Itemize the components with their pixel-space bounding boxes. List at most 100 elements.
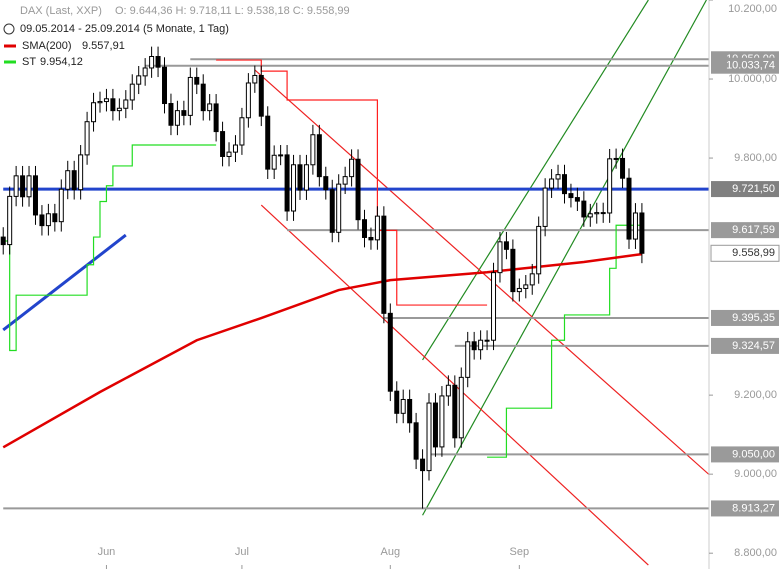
candle-body xyxy=(439,395,445,448)
y-tick-label: 9.800,00 xyxy=(734,152,777,164)
candle-body xyxy=(316,134,322,178)
candle-body xyxy=(181,110,187,116)
candle-body xyxy=(407,398,413,424)
level-label: 10.033,74 xyxy=(726,60,775,72)
level-label: 9.395,35 xyxy=(732,312,775,324)
candle-body xyxy=(284,154,290,212)
candle-body xyxy=(297,164,303,191)
candle-body xyxy=(168,103,174,126)
candle-body xyxy=(265,115,271,170)
candle-body xyxy=(387,312,393,392)
level-box xyxy=(711,181,779,198)
level-box xyxy=(711,500,779,517)
candle-body xyxy=(245,82,251,119)
candle-body xyxy=(594,212,600,215)
header: DAX (Last, XXP) O: 9.644,36 H: 9.718,11 … xyxy=(3,5,350,68)
candle-body xyxy=(587,213,593,218)
candle-body xyxy=(497,241,503,274)
candle-body xyxy=(452,384,458,439)
candle-body xyxy=(426,402,432,472)
candle-body xyxy=(32,175,38,216)
quote: O: 9.644,36 H: 9.718,11 L: 9.538,18 C: 9… xyxy=(115,5,350,17)
candle-body xyxy=(574,197,580,202)
legend-value: 9.557,91 xyxy=(82,40,125,52)
legend-value: 9.954,12 xyxy=(40,56,83,68)
candle-body xyxy=(136,75,142,85)
candle-body xyxy=(639,212,645,254)
candle-body xyxy=(162,66,168,105)
subtitle: 09.05.2014 - 25.09.2014 (5 Monate, 1 Tag… xyxy=(20,23,229,35)
candle-body xyxy=(45,213,51,227)
candle-body xyxy=(600,212,606,215)
candle-body xyxy=(13,175,19,197)
level-label: 9.721,50 xyxy=(732,183,775,195)
candle-body xyxy=(174,110,180,126)
candle-body xyxy=(523,284,529,289)
candle-body xyxy=(581,200,587,218)
candle-body xyxy=(232,144,238,153)
candle-body xyxy=(400,398,406,414)
candle-body xyxy=(149,56,155,69)
supertrend-down-line xyxy=(216,59,488,306)
level-box xyxy=(711,309,779,326)
candle-body xyxy=(142,67,148,77)
candle-body xyxy=(91,102,97,123)
candle-body xyxy=(220,131,226,157)
candle-body xyxy=(613,157,619,160)
candle-body xyxy=(71,170,77,191)
clock-icon xyxy=(3,23,15,35)
candle-body xyxy=(303,164,309,191)
candle-body xyxy=(394,390,400,414)
candle-body xyxy=(374,215,380,241)
candle-body xyxy=(200,83,206,112)
candle-body xyxy=(0,236,6,246)
candle-body xyxy=(291,164,297,212)
trend-line xyxy=(254,69,709,476)
candle-body xyxy=(491,272,497,341)
candle-body xyxy=(97,101,103,104)
x-tick-label: Aug xyxy=(381,546,401,558)
candle-body xyxy=(258,74,264,117)
level-label: 9.050,00 xyxy=(732,448,775,460)
candle-body xyxy=(78,154,84,191)
candle-body xyxy=(632,212,638,240)
legend-label: SMA(200) xyxy=(22,40,72,52)
candle-body xyxy=(620,157,626,179)
candle-body xyxy=(471,341,477,351)
candle-body xyxy=(503,241,509,250)
candle-body xyxy=(39,214,45,227)
candle-body xyxy=(510,248,516,293)
candle-body xyxy=(420,458,426,472)
candle-body xyxy=(323,176,329,191)
level-label: 9.617,59 xyxy=(732,224,775,236)
candle-body xyxy=(116,107,122,112)
candle-body xyxy=(458,376,464,439)
candle-body xyxy=(484,339,490,342)
candle-body xyxy=(26,175,32,198)
supertrend-line xyxy=(3,144,217,352)
candle-body xyxy=(129,83,135,101)
level-box xyxy=(711,222,779,239)
candle-body xyxy=(336,183,342,233)
trend-line xyxy=(422,0,707,516)
candle-body xyxy=(529,273,535,286)
candle-body xyxy=(465,341,471,378)
candle-body xyxy=(478,339,484,351)
candle-body xyxy=(329,189,335,233)
candle-body xyxy=(103,98,109,103)
level-label: 8.913,27 xyxy=(732,502,775,514)
candle-body xyxy=(413,422,419,460)
candle-body xyxy=(271,154,277,170)
legend-label: ST xyxy=(22,56,36,68)
sma-line xyxy=(2,252,643,449)
candle-body xyxy=(310,134,316,166)
candle-body xyxy=(432,402,438,448)
candle-body xyxy=(65,170,71,190)
candle-body xyxy=(568,193,574,199)
candle-body xyxy=(213,103,219,133)
candle-body xyxy=(445,384,451,397)
candle-body xyxy=(381,215,387,314)
candle-body xyxy=(536,225,542,275)
